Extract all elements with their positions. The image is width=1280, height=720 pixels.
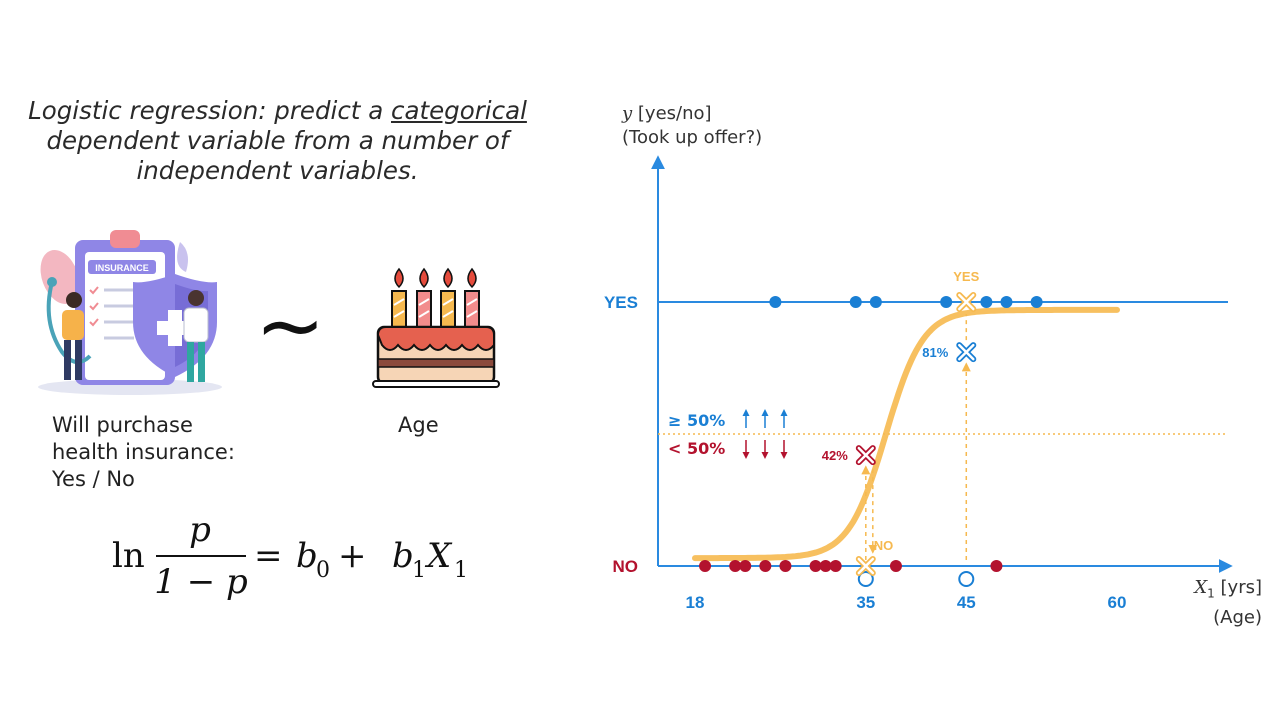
prediction-probability-label: 42% (822, 448, 848, 463)
prediction-cross-inner (958, 343, 975, 361)
yes-data-point (940, 296, 953, 308)
heading-line-3: independent variables. (136, 156, 419, 185)
x-axis-label: X1 [yrs] (Age) (1194, 577, 1262, 628)
down-arrow-head (742, 452, 750, 459)
no-data-point (739, 560, 752, 572)
yes-data-point (869, 296, 882, 308)
formula-b1-subscript: 1 (412, 558, 426, 583)
yes-data-point (1030, 296, 1043, 308)
prediction-input-marker (958, 571, 975, 587)
y-category-yes: YES (604, 293, 638, 312)
no-data-point (699, 560, 712, 572)
prediction-input-marker (857, 571, 874, 587)
down-arrow-head (761, 452, 769, 459)
outcome-label-no: NO (874, 538, 894, 553)
heading-line-1: Logistic regression: predict a categoric… (28, 96, 527, 125)
yes-data-point (849, 296, 862, 308)
heading: Logistic regression: predict a categoric… (0, 96, 555, 186)
formula-b0-subscript: 0 (316, 558, 330, 583)
outcome-cross-no-inner (857, 557, 875, 575)
yes-data-point (769, 296, 782, 308)
dependent-variable-caption: Will purchase health insurance: Yes / No (52, 413, 235, 491)
tilde-symbol: ~ (255, 276, 326, 374)
threshold-below-label: < 50% (668, 439, 725, 458)
insurance-illustration: INSURANCE (38, 230, 222, 395)
formula-x1-subscript: 1 (454, 558, 468, 583)
y-category-no: NO (613, 557, 639, 576)
x-tick-label: 45 (957, 593, 976, 612)
logistic-chart: YES NO 18 35 45 60 ≥ 50% < 50% 42% NO 81% YES (604, 155, 1233, 612)
up-arrow-head (742, 409, 750, 416)
up-arrow-head (761, 409, 769, 416)
logit-formula: ln p 1 − p = b 0 + b 1 X 1 (112, 510, 468, 602)
no-data-point (809, 560, 822, 572)
no-data-point (990, 560, 1003, 572)
x-tick-label: 35 (856, 593, 875, 612)
sigmoid-curve (692, 306, 1120, 562)
formula-b0: b (296, 536, 318, 576)
independent-variable-caption: Age (398, 413, 439, 437)
y-axis-label: y [yes/no] (Took up offer?) (622, 103, 763, 148)
prediction-cross-inner (857, 446, 875, 464)
formula-x1: X (424, 536, 453, 576)
no-data-point (759, 560, 772, 572)
heading-underlined-word: categorical (391, 96, 527, 125)
prediction-probability-label: 81% (922, 345, 948, 360)
formula-b1: b (392, 536, 414, 576)
no-data-point (829, 560, 842, 572)
birthday-cake-icon (372, 267, 500, 388)
x-tick-label: 60 (1108, 593, 1127, 612)
formula-numerator: p (189, 510, 211, 550)
yes-data-point (980, 296, 993, 308)
no-data-point (779, 560, 792, 572)
no-data-point (819, 560, 832, 572)
formula-denominator: 1 − p (154, 562, 248, 602)
up-arrow-head (780, 409, 788, 416)
x-tick-label: 18 (686, 593, 705, 612)
no-data-point (729, 560, 742, 572)
formula-plus: + (338, 536, 367, 576)
formula-equals: = (254, 536, 283, 576)
yes-data-point (1000, 296, 1013, 308)
threshold-above-label: ≥ 50% (668, 411, 725, 430)
down-arrow-head (780, 452, 788, 459)
outcome-cross-yes-inner (958, 293, 975, 311)
formula-ln: ln (112, 536, 145, 576)
heading-line-2: dependent variable from a number of (46, 126, 509, 155)
outcome-label-yes: YES (953, 269, 979, 284)
no-data-point (889, 560, 902, 572)
insurance-badge-text: INSURANCE (95, 263, 149, 273)
